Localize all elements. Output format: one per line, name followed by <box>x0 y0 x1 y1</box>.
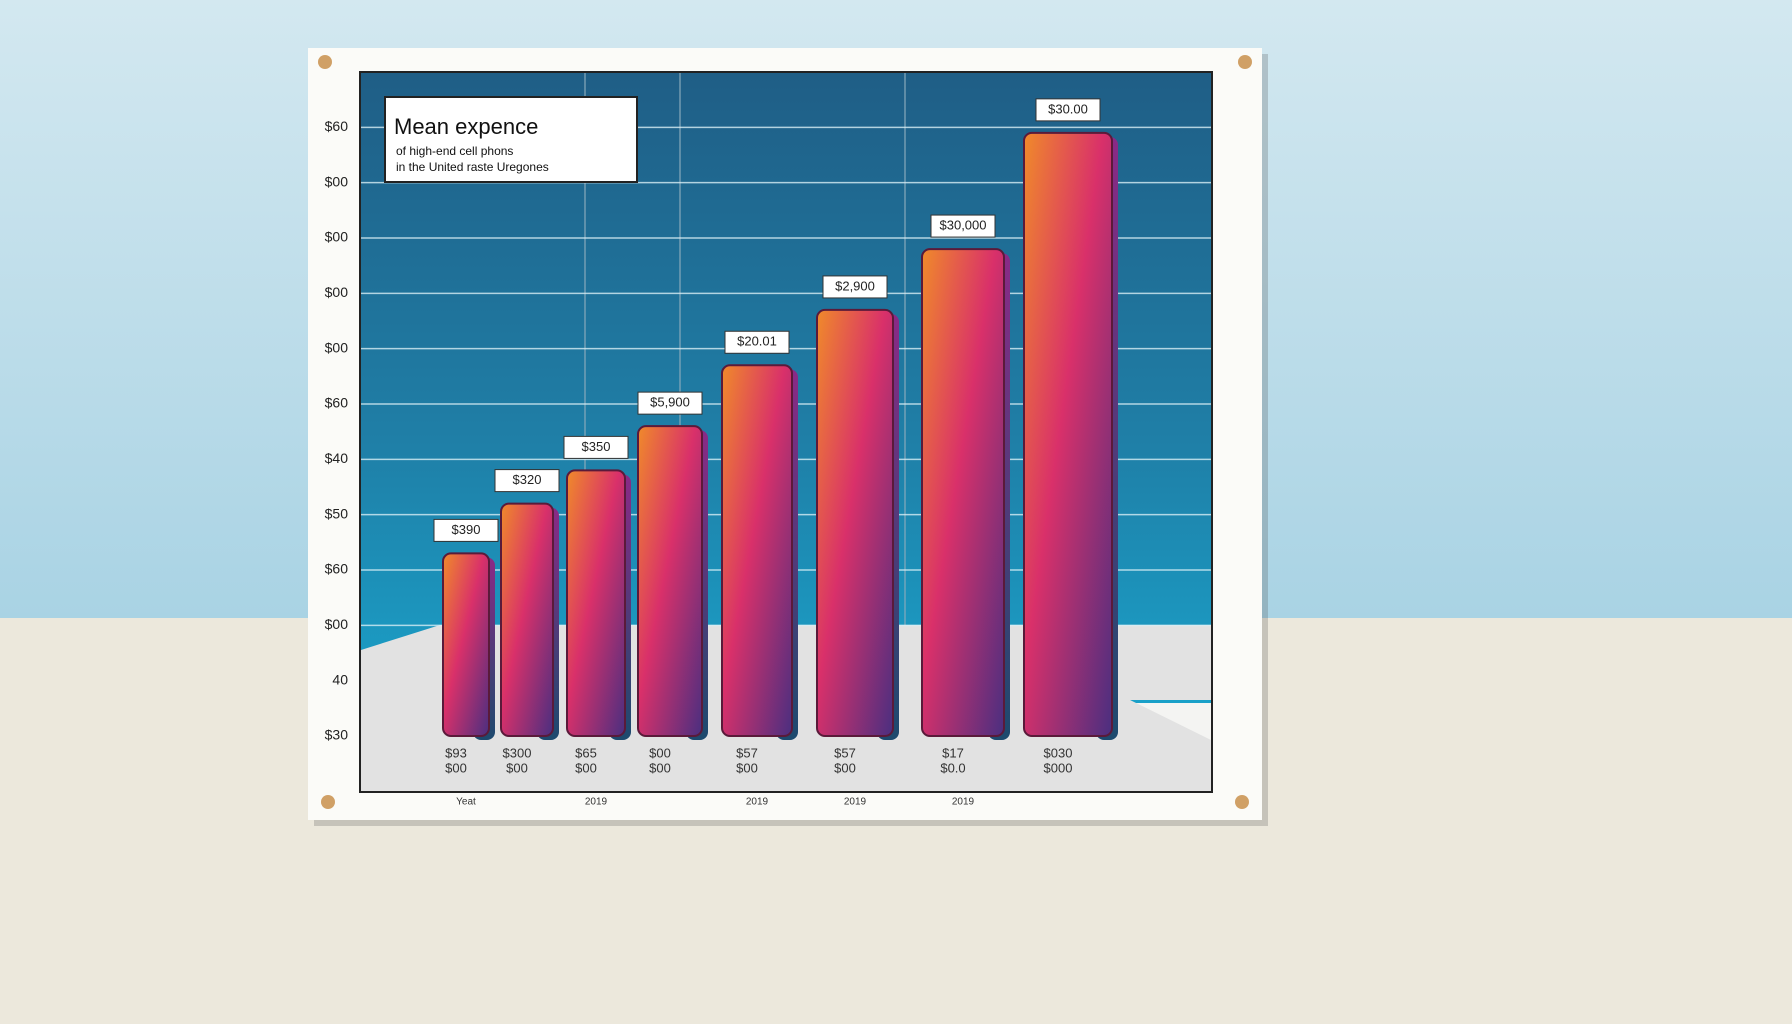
bar <box>566 469 626 737</box>
base-label: $57 <box>736 745 758 760</box>
bar-label: $30,000 <box>940 218 987 233</box>
base-label: $00 <box>575 760 597 775</box>
y-tick-label: $00 <box>325 339 349 355</box>
y-tick-label: $00 <box>325 229 349 245</box>
x-tick-label: Yeat <box>456 797 476 808</box>
chart-subtitle: of high-end cell phons <box>396 144 513 158</box>
pin <box>1235 795 1249 809</box>
bar-label-box <box>822 275 888 299</box>
bar-label: $350 <box>582 439 611 454</box>
pin <box>321 795 335 809</box>
bar <box>921 248 1005 737</box>
bar <box>721 364 793 737</box>
base-label: $93 <box>445 745 467 760</box>
title-box <box>384 96 638 183</box>
bar-label-box <box>637 391 703 415</box>
y-tick-label: $30 <box>325 727 349 743</box>
base-label: $00 <box>834 760 856 775</box>
bar-label: $20.01 <box>737 334 777 349</box>
base-label: $00 <box>649 745 671 760</box>
y-tick-label: 40 <box>332 671 348 687</box>
bar <box>1023 131 1113 738</box>
y-tick-label: $60 <box>325 118 349 134</box>
base-label: $00 <box>506 760 528 775</box>
bar <box>442 552 490 738</box>
bar-label: $390 <box>452 522 481 537</box>
bar-label-box <box>494 469 560 493</box>
y-tick-label: $60 <box>325 561 349 577</box>
chart-subtitle: in the United raste Uregones <box>396 160 549 174</box>
bar-label-box <box>1035 98 1101 122</box>
pin <box>1238 55 1252 69</box>
base-label: $57 <box>834 745 856 760</box>
bar-label-box <box>563 435 629 459</box>
bar <box>816 308 894 737</box>
base-label: $000 <box>1044 760 1073 775</box>
chart-title: Mean expence <box>394 114 538 139</box>
y-tick-label: $50 <box>325 505 349 521</box>
x-tick-label: 2019 <box>952 797 975 808</box>
bar-label-box <box>930 214 996 238</box>
pin <box>318 55 332 69</box>
bar-label: $2,900 <box>835 278 875 293</box>
base-label: $00 <box>736 760 758 775</box>
x-tick-label: 2019 <box>746 797 769 808</box>
y-tick-label: $60 <box>325 395 349 411</box>
base-label: $00 <box>445 760 467 775</box>
base-label: $00 <box>649 760 671 775</box>
bar-label: $30.00 <box>1048 101 1088 116</box>
bar-label-box <box>724 330 790 354</box>
x-tick-label: 2019 <box>844 797 867 808</box>
bar-label-box <box>433 518 499 542</box>
y-tick-label: $00 <box>325 173 349 189</box>
base-label: $030 <box>1044 745 1073 760</box>
base-label: $300 <box>503 745 532 760</box>
bar-label: $5,900 <box>650 395 690 410</box>
base-label: $65 <box>575 745 597 760</box>
y-tick-label: $00 <box>325 616 349 632</box>
base-label: $0.0 <box>940 760 965 775</box>
bar <box>500 502 554 737</box>
bar-label: $320 <box>513 472 542 487</box>
base-label: $17 <box>942 745 964 760</box>
bars: $390$93$00$320$300$00$350$65$00$5,900$00… <box>361 98 1211 775</box>
x-tick-label: 2019 <box>585 797 608 808</box>
bar <box>637 425 703 737</box>
y-tick-label: $40 <box>325 450 349 466</box>
y-tick-label: $00 <box>325 284 349 300</box>
